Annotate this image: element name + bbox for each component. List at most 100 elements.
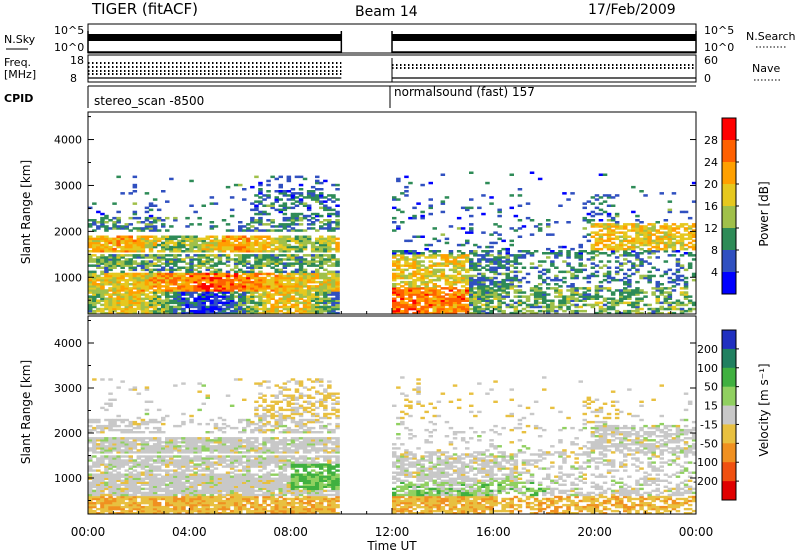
power-cell — [513, 260, 519, 263]
power-cell — [116, 291, 121, 294]
power-cell — [274, 270, 279, 274]
power-cell — [262, 289, 267, 292]
power-cell — [570, 295, 575, 298]
power-cell — [602, 243, 608, 247]
power-cell — [266, 196, 271, 199]
velocity-cell — [104, 467, 109, 470]
power-cell — [651, 233, 656, 236]
power-cell — [663, 297, 669, 300]
power-cell — [258, 262, 263, 265]
power-cell — [594, 270, 600, 274]
power-cell — [691, 278, 697, 282]
velocity-cell — [161, 475, 166, 478]
power-cell — [659, 305, 664, 309]
velocity-cell — [96, 493, 101, 497]
power-cell — [323, 208, 328, 212]
power-cell — [156, 303, 162, 307]
power-cell — [521, 254, 527, 257]
power-cell — [590, 262, 596, 265]
power-cell — [152, 305, 158, 309]
power-cell — [631, 264, 636, 267]
power-cell — [639, 252, 644, 255]
power-cell — [144, 260, 150, 263]
power-cell — [319, 258, 324, 261]
power-cell — [274, 254, 279, 257]
power-cell — [250, 266, 255, 269]
velocity-cell — [148, 473, 154, 476]
power-cell — [521, 256, 527, 259]
power-cell — [327, 208, 332, 212]
velocity-cell — [128, 487, 133, 491]
power-cell — [92, 309, 97, 313]
power-cell — [152, 235, 158, 238]
power-cell — [148, 270, 154, 274]
power-cell — [570, 192, 575, 195]
power-cell — [404, 291, 409, 294]
velocity-cell — [148, 445, 154, 448]
velocity-cell — [104, 487, 109, 491]
power-cell — [574, 289, 579, 292]
power-cell — [509, 254, 514, 257]
power-cell — [173, 307, 178, 311]
power-cell — [448, 307, 454, 311]
power-cell — [201, 283, 206, 286]
power-cell — [185, 256, 190, 259]
power-cell — [436, 270, 442, 274]
power-cell — [144, 268, 150, 272]
power-cell — [602, 274, 608, 278]
power-cell — [651, 245, 656, 249]
power-cell — [140, 309, 146, 313]
power-cell — [88, 264, 93, 267]
power-cell — [448, 274, 454, 278]
power-cell — [286, 235, 292, 238]
power-cell — [96, 293, 101, 296]
power-cell — [302, 237, 308, 241]
power-cell — [108, 280, 113, 284]
velocity-cell — [177, 497, 182, 501]
power-cell — [655, 237, 660, 241]
power-cell — [643, 276, 648, 280]
power-cell — [667, 245, 673, 249]
power-cell — [460, 268, 466, 272]
power-cell — [128, 266, 133, 269]
power-cell — [404, 280, 409, 284]
power-cell — [392, 272, 397, 276]
velocity-cell — [108, 392, 113, 395]
velocity-cell — [148, 497, 154, 501]
power-cell — [233, 303, 239, 307]
power-cell — [477, 254, 482, 257]
power-cell — [132, 250, 138, 253]
power-cell — [132, 256, 138, 259]
power-cell — [238, 183, 243, 187]
power-cell — [132, 212, 138, 216]
power-cell — [627, 268, 632, 272]
velocity-cell — [181, 497, 186, 501]
power-cell — [614, 272, 620, 276]
power-cell — [473, 291, 478, 294]
power-cell — [197, 289, 202, 292]
power-cell — [270, 243, 275, 247]
power-cell — [635, 305, 640, 309]
power-cell — [108, 219, 113, 222]
power-cell — [290, 216, 296, 220]
power-cell — [108, 289, 113, 292]
power-cell — [489, 262, 494, 265]
velocity-cell — [165, 449, 170, 452]
power-cell — [233, 285, 239, 288]
velocity-cell — [185, 441, 190, 444]
power-cell — [635, 225, 640, 228]
power-cell — [286, 225, 292, 228]
power-cell — [88, 272, 93, 276]
power-cell — [96, 262, 101, 265]
power-cell — [88, 206, 93, 210]
velocity-cell — [128, 451, 133, 454]
power-cell — [392, 264, 397, 267]
power-cell — [315, 307, 320, 311]
velocity-cell — [161, 479, 166, 482]
power-cell — [319, 196, 324, 199]
power-cell — [197, 311, 202, 315]
power-cell — [274, 208, 279, 212]
velocity-cell — [116, 477, 121, 480]
power-cell — [213, 303, 219, 307]
velocity-cell — [140, 512, 146, 515]
